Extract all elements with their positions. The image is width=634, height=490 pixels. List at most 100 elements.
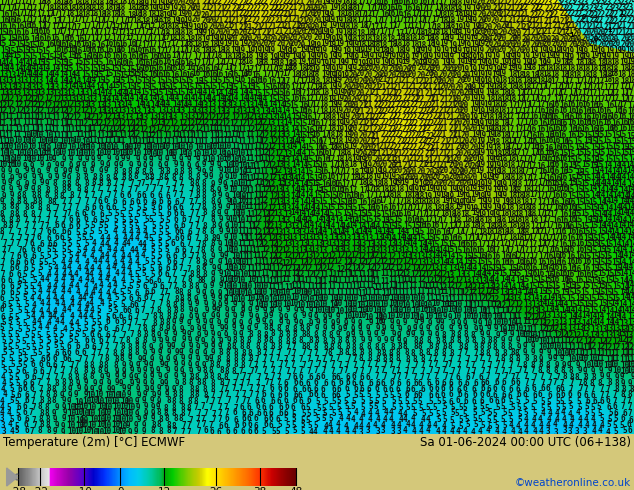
Text: 14: 14	[595, 312, 604, 321]
Text: 14: 14	[68, 70, 77, 79]
Text: 15: 15	[313, 191, 322, 199]
Text: 19: 19	[371, 58, 380, 67]
Text: 9: 9	[480, 330, 485, 340]
Text: 20: 20	[484, 23, 493, 32]
Text: 9: 9	[227, 197, 231, 206]
Text: 20: 20	[468, 154, 477, 163]
Text: 10: 10	[275, 289, 284, 297]
Text: 19: 19	[491, 58, 500, 67]
Text: 19: 19	[469, 106, 479, 115]
Text: 15: 15	[147, 82, 157, 92]
Text: 17: 17	[513, 239, 522, 248]
Text: 19: 19	[215, 39, 224, 49]
Text: 10: 10	[67, 409, 76, 418]
Text: 19: 19	[223, 39, 233, 48]
Text: 4: 4	[568, 421, 573, 430]
Text: 6: 6	[276, 416, 280, 424]
Text: 16: 16	[565, 113, 574, 122]
Text: 11: 11	[52, 131, 61, 140]
Text: 5: 5	[597, 402, 602, 411]
Text: 8: 8	[227, 343, 231, 352]
Text: 19: 19	[470, 29, 479, 38]
Text: 8: 8	[375, 343, 379, 352]
Text: 4: 4	[126, 239, 131, 248]
Text: 4: 4	[6, 409, 11, 418]
Text: 8: 8	[195, 282, 200, 291]
Text: 6: 6	[167, 209, 171, 218]
Text: 11: 11	[595, 354, 604, 363]
Text: 22: 22	[411, 95, 420, 104]
Text: 21: 21	[358, 95, 366, 103]
Text: 16: 16	[87, 41, 96, 50]
Text: 6: 6	[479, 390, 484, 399]
Text: 22: 22	[418, 101, 427, 110]
Text: 20: 20	[463, 88, 472, 98]
Text: 22: 22	[394, 95, 403, 104]
Text: 11: 11	[238, 245, 247, 254]
Text: 6: 6	[40, 240, 44, 249]
Text: 6: 6	[592, 397, 597, 406]
Text: 4: 4	[578, 415, 582, 424]
Text: 13: 13	[193, 106, 202, 115]
Text: 17: 17	[536, 245, 546, 254]
Text: 14: 14	[385, 228, 395, 237]
Text: 20: 20	[454, 118, 463, 127]
Text: 5: 5	[562, 403, 566, 412]
Text: 10: 10	[417, 300, 426, 309]
Text: 18: 18	[609, 70, 619, 78]
Text: 17: 17	[550, 76, 560, 86]
Text: 5: 5	[97, 318, 101, 327]
Text: 20: 20	[440, 174, 450, 183]
Text: 19: 19	[439, 185, 448, 194]
Text: 8: 8	[242, 349, 246, 358]
Text: 8: 8	[74, 373, 79, 382]
Text: 5: 5	[0, 354, 4, 363]
Text: 8: 8	[189, 385, 193, 394]
Text: 7: 7	[195, 252, 199, 261]
Text: 19: 19	[200, 23, 209, 32]
Text: 22: 22	[239, 0, 249, 7]
Text: 6: 6	[264, 420, 268, 429]
Text: 8: 8	[201, 240, 206, 249]
Text: 8: 8	[30, 202, 34, 212]
Text: 11: 11	[59, 131, 68, 140]
Text: 4: 4	[100, 252, 104, 261]
Text: 18: 18	[485, 227, 495, 236]
Text: 9: 9	[268, 319, 273, 328]
Text: 7: 7	[420, 367, 425, 376]
Text: 17: 17	[22, 3, 30, 12]
Text: 11: 11	[162, 137, 171, 146]
Text: 17: 17	[58, 27, 67, 36]
Text: 12: 12	[333, 257, 343, 266]
Text: 14: 14	[624, 276, 633, 285]
Text: 15: 15	[112, 81, 120, 91]
Text: 17: 17	[521, 88, 530, 97]
Text: 7: 7	[485, 372, 490, 381]
Text: 12: 12	[261, 124, 270, 133]
Text: 19: 19	[423, 192, 432, 201]
Text: 19: 19	[492, 185, 501, 194]
Text: 11: 11	[231, 125, 241, 134]
Text: 20: 20	[389, 64, 398, 73]
Text: 20: 20	[536, 40, 545, 49]
Text: 14: 14	[297, 148, 306, 158]
Text: 8: 8	[607, 378, 612, 387]
Text: 15: 15	[445, 245, 455, 254]
Text: 7: 7	[231, 385, 236, 393]
Text: 19: 19	[471, 209, 480, 218]
Text: 9: 9	[122, 384, 127, 393]
Text: 3: 3	[575, 427, 579, 436]
Text: 13: 13	[50, 83, 60, 92]
Text: 5: 5	[134, 222, 139, 231]
Text: 19: 19	[498, 63, 507, 73]
Text: 13: 13	[7, 83, 16, 92]
Text: 7: 7	[433, 360, 438, 369]
Text: 12: 12	[611, 343, 621, 351]
Text: 15: 15	[59, 65, 68, 74]
Text: 15: 15	[491, 264, 500, 272]
Text: 7: 7	[515, 360, 520, 369]
Text: 13: 13	[199, 101, 208, 110]
Text: 5: 5	[560, 397, 564, 406]
Text: 8: 8	[269, 336, 273, 344]
Text: 9: 9	[202, 155, 207, 164]
